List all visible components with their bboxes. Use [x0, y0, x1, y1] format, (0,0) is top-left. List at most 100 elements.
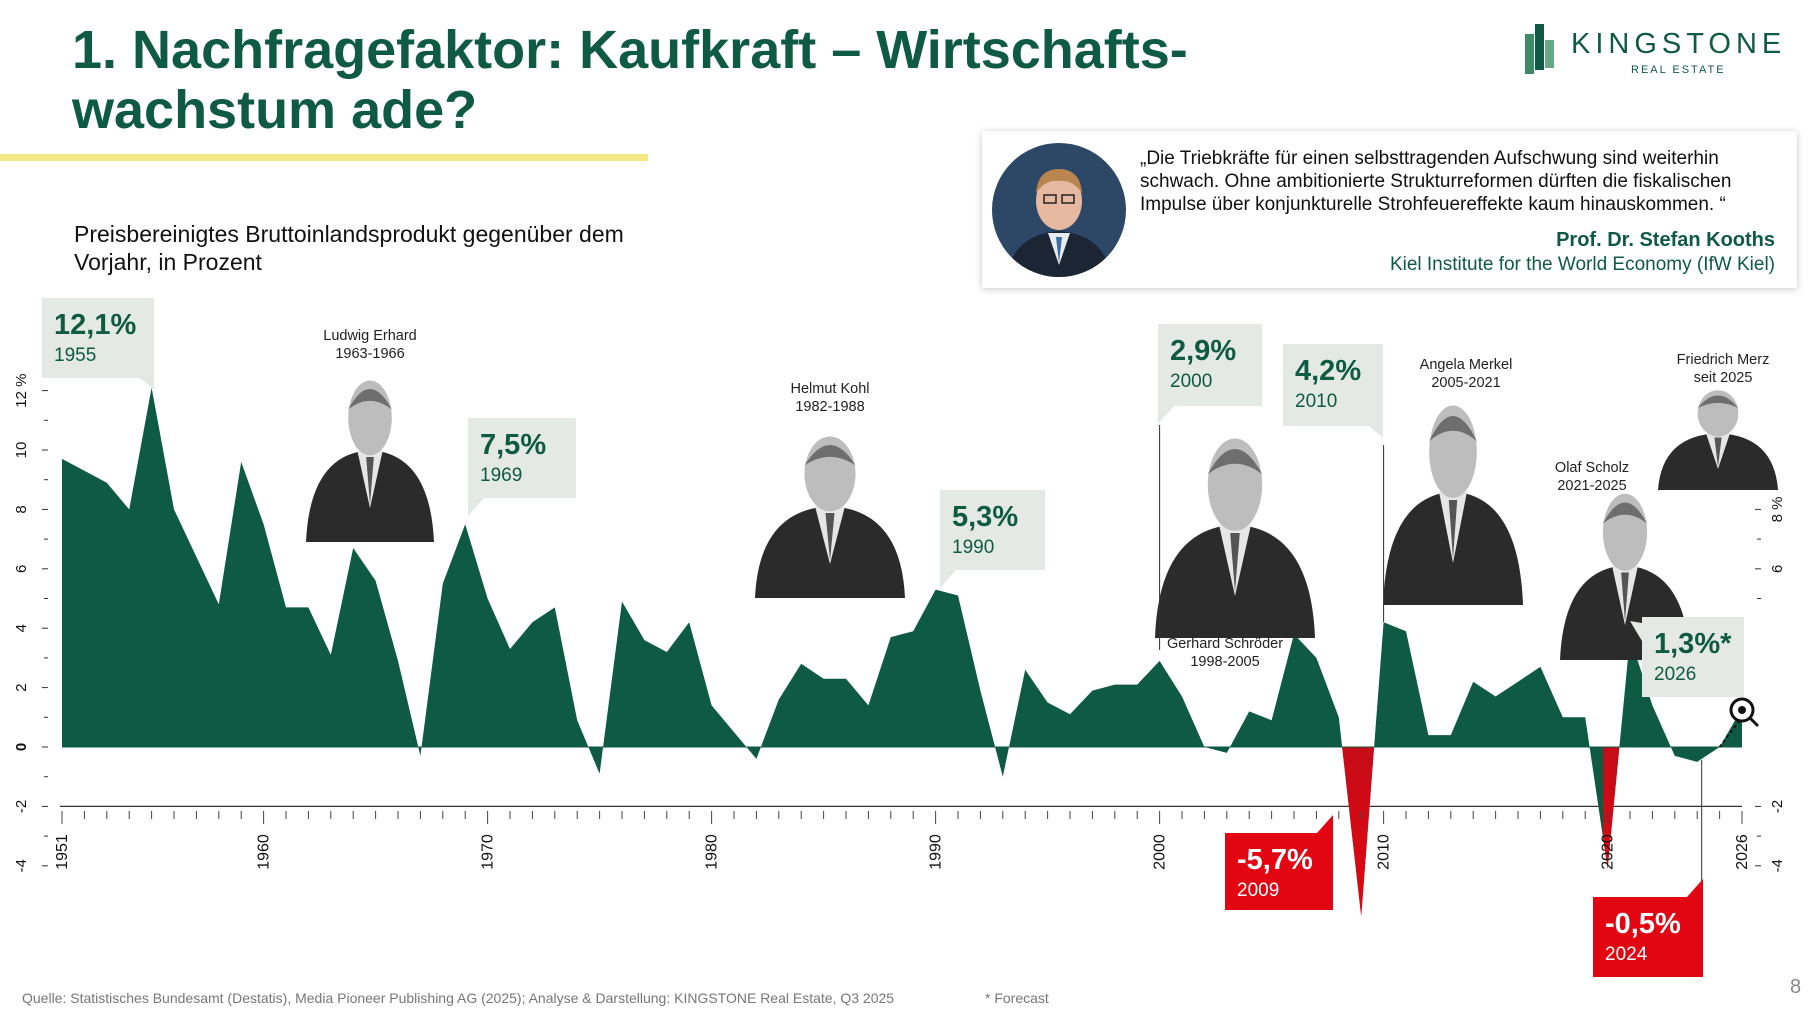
highlight-value: 12,1% — [54, 309, 136, 341]
highlight-label-1969: 7,5% 1969 — [468, 418, 576, 516]
chancellor-term: 2005-2021 — [1431, 375, 1500, 391]
quote-institution: Kiel Institute for the World Economy (If… — [1389, 254, 1775, 275]
highlight-box — [1225, 833, 1333, 910]
portrait-hair-icon — [1697, 395, 1739, 409]
page-title: 1. Nachfragefaktor: Kaufkraft – Wirtscha… — [72, 20, 1272, 140]
chancellor-term: 2021-2025 — [1557, 478, 1626, 494]
highlight-tail — [468, 498, 484, 516]
portrait-icon — [992, 143, 1126, 277]
chancellor-name: Gerhard Schröder — [1167, 636, 1283, 652]
y-tick-label: 2 — [13, 683, 30, 691]
source-note: Quelle: Statistisches Bundesamt (Destati… — [22, 990, 895, 1006]
x-tick-label: 1980 — [704, 834, 721, 870]
highlight-box — [1593, 897, 1703, 977]
magnifier-dot — [1738, 706, 1746, 714]
highlight-value: 2,9% — [1170, 335, 1236, 367]
highlight-label-1955: 12,1% 1955 — [42, 298, 154, 390]
highlight-tail — [140, 378, 154, 390]
highlight-tail — [940, 570, 956, 588]
chancellor-name: Angela Merkel — [1420, 357, 1513, 373]
y-tick-label: 8 — [13, 505, 30, 513]
highlight-box — [468, 418, 576, 498]
portrait-hair-icon — [1429, 416, 1477, 442]
kingstone-logo-icon — [1525, 24, 1554, 74]
highlight-year: 1990 — [952, 537, 994, 558]
y-tick-label: -4 — [13, 859, 30, 872]
highlight-year: 1969 — [480, 465, 522, 486]
right-y-tick-label: 8 % — [1769, 496, 1786, 522]
highlight-year: 2026 — [1654, 664, 1696, 685]
title-underline — [0, 154, 648, 161]
highlight-tail — [1317, 815, 1333, 833]
highlight-tail — [1158, 406, 1174, 424]
y-tick-label: 6 — [13, 565, 30, 573]
portrait-tie-icon — [1621, 572, 1629, 622]
chancellor-name: Helmut Kohl — [791, 381, 870, 397]
x-tick-label: 1990 — [928, 834, 945, 870]
highlight-value: 4,2% — [1295, 355, 1361, 387]
portrait-hair-icon — [1602, 502, 1648, 524]
highlight-value: 5,3% — [952, 501, 1018, 533]
portrait-chancellor-5 — [1658, 390, 1778, 490]
portrait-hair-icon — [1207, 449, 1263, 475]
chancellor-term: 1963-1966 — [335, 346, 404, 362]
highlight-tail — [1369, 426, 1383, 438]
portrait-tie-icon — [1714, 437, 1722, 467]
quote-portrait — [992, 143, 1126, 277]
logo-subline: REAL ESTATE — [1631, 64, 1726, 76]
highlight-box — [1158, 324, 1262, 406]
magnifier-handle — [1748, 716, 1760, 728]
y-tick-label: 12 % — [13, 373, 30, 407]
portrait-tie-icon — [1230, 533, 1240, 592]
portrait-chancellor-0 — [306, 380, 434, 542]
chancellor-name: Ludwig Erhard — [323, 328, 417, 344]
forecast-dotted-line — [1718, 716, 1743, 748]
y-tick-label: 10 — [13, 442, 30, 459]
dip-group — [1603, 747, 1622, 869]
chancellor-name: Friedrich Merz — [1677, 352, 1770, 368]
portrait-hair-icon — [348, 389, 392, 410]
logo: KINGSTONE REAL ESTATE — [1525, 22, 1785, 82]
right-y-tick-label: -2 — [1769, 800, 1786, 813]
highlight-box — [1283, 344, 1383, 426]
highlight-value: -5,7% — [1237, 844, 1313, 876]
highlight-label-2009: -5,7% 2009 — [1225, 815, 1333, 910]
x-tick-label: 2020 — [1600, 834, 1617, 870]
portrait-chancellor-1 — [755, 436, 905, 598]
portrait-hair-icon — [804, 445, 856, 466]
chancellor-term: 1982-1988 — [795, 399, 864, 415]
highlight-label-2000: 2,9% 2000 — [1158, 324, 1262, 424]
x-tick-label: 1951 — [54, 834, 71, 870]
y-tick-label: 4 — [13, 624, 30, 632]
highlight-label-1990: 5,3% 1990 — [940, 490, 1045, 588]
gdp-area-dip — [1334, 747, 1389, 917]
forecast-magnifier-icon — [1729, 697, 1760, 728]
highlight-value: -0,5% — [1605, 908, 1681, 940]
x-tick-label: 2010 — [1376, 834, 1393, 870]
chancellor-name: Olaf Scholz — [1555, 460, 1629, 476]
chancellor-term: seit 2025 — [1694, 370, 1753, 386]
y-tick-label: 0 — [13, 743, 30, 751]
quote-text: „Die Triebkräfte für einen selbsttragend… — [1140, 148, 1732, 215]
highlight-year: 2000 — [1170, 371, 1212, 392]
right-y-tick-label: -4 — [1769, 859, 1786, 872]
gdp-chart: -4 -2 0 2 4 6 8 10 12 % -4 -2 6 8 % 1951 1960 1970 1980 1… — [13, 298, 1786, 977]
chart-subtitle: Preisbereinigtes Bruttoinlandsprodukt ge… — [74, 221, 624, 275]
dip-group — [1334, 747, 1389, 917]
quote-author: Prof. Dr. Stefan Kooths — [1556, 229, 1775, 251]
highlight-box — [1642, 617, 1744, 697]
highlight-year: 2024 — [1605, 944, 1648, 965]
title-text: 1. Nachfragefaktor: Kaufkraft – Wirtscha… — [72, 20, 1188, 140]
portrait-chancellor-3 — [1383, 405, 1523, 605]
forecast-note: * Forecast — [985, 990, 1049, 1006]
x-tick-label: 2026 — [1734, 834, 1751, 870]
portrait-tie-icon — [366, 457, 374, 505]
quote-box: „Die Triebkräfte für einen selbsttragend… — [982, 131, 1797, 288]
x-tick-label: 1970 — [480, 834, 497, 870]
x-tick-label: 1960 — [256, 834, 273, 870]
logo-word: KINGSTONE — [1571, 28, 1787, 60]
page-number: 8 — [1790, 976, 1802, 998]
highlight-year: 1955 — [54, 345, 96, 366]
highlight-box — [42, 298, 154, 378]
x-tick-label: 2000 — [1152, 834, 1169, 870]
